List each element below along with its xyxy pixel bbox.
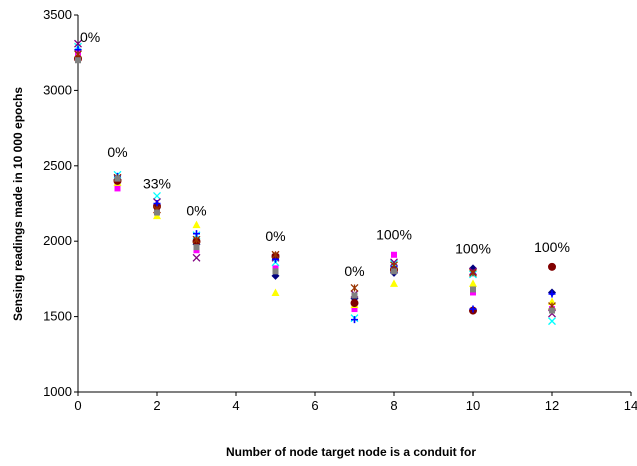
data-point	[391, 268, 397, 275]
y-tick-label: 1000	[43, 384, 72, 399]
annotation-label: 100%	[376, 227, 412, 243]
data-point	[350, 283, 359, 292]
tick-labels: 1000 1500 2000 2500 3000 3500 0 2 4 6 8 10 12 14	[43, 7, 637, 413]
x-tick-label: 6	[311, 398, 318, 413]
x-tick-label: 2	[153, 398, 160, 413]
annotation-label: 0%	[344, 263, 364, 279]
data-point	[193, 244, 200, 251]
annotation-label: 0%	[107, 144, 127, 160]
data-point	[272, 265, 279, 272]
x-tick-label: 0	[74, 398, 81, 413]
annotations: 0% 0% 33% 0% 0% 0% 100% 100% 100%	[80, 29, 570, 279]
data-point	[154, 209, 160, 216]
data-point	[390, 261, 398, 270]
data-point	[114, 185, 121, 192]
annotation-label: 0%	[80, 29, 100, 45]
x-tick-label: 4	[232, 398, 239, 413]
data-points	[74, 39, 556, 326]
data-point	[390, 279, 398, 287]
data-point	[192, 235, 201, 244]
data-point	[548, 290, 556, 298]
data-point	[351, 316, 358, 324]
data-point	[469, 279, 477, 287]
x-axis-title: Number of node target node is a conduit …	[226, 445, 476, 459]
y-tick-label: 2500	[43, 158, 72, 173]
data-point	[193, 230, 200, 238]
data-point	[271, 250, 280, 259]
data-point	[192, 253, 201, 262]
data-point	[74, 50, 82, 59]
data-point	[350, 299, 359, 308]
data-point	[351, 292, 358, 299]
data-point	[549, 307, 555, 314]
data-point	[193, 247, 200, 254]
annotation-label: 33%	[143, 175, 171, 191]
y-tick-label: 3000	[43, 82, 72, 97]
y-tick-label: 1500	[43, 309, 72, 324]
x-tick-label: 10	[466, 398, 480, 413]
annotation-label: 0%	[265, 228, 285, 244]
y-tick-label: 3500	[43, 7, 72, 22]
data-point	[469, 305, 477, 313]
data-point	[153, 192, 161, 200]
data-point	[114, 175, 121, 182]
data-point	[153, 200, 161, 207]
data-point	[470, 286, 476, 293]
data-point	[548, 317, 556, 326]
data-point	[74, 39, 82, 48]
data-point	[470, 289, 476, 296]
annotation-label: 100%	[534, 239, 570, 255]
annotation-label: 0%	[186, 203, 206, 219]
data-point	[469, 268, 477, 277]
x-tick-label: 12	[545, 398, 559, 413]
data-point	[351, 306, 358, 313]
data-point	[192, 220, 201, 229]
y-tick-label: 2000	[43, 233, 72, 248]
x-tick-label: 14	[624, 398, 637, 413]
y-axis-title: Sensing readings made in 10 000 epochs	[11, 87, 25, 321]
data-point	[75, 57, 81, 64]
data-point	[272, 268, 279, 275]
axes	[74, 14, 632, 396]
data-point	[271, 288, 280, 296]
annotation-label: 100%	[455, 240, 491, 256]
data-point	[548, 262, 556, 271]
data-point	[391, 251, 397, 258]
x-tick-label: 8	[390, 398, 397, 413]
